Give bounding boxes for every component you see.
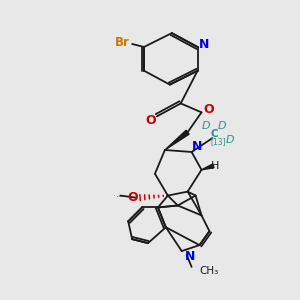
Text: [13]: [13] — [211, 138, 226, 147]
Text: CH₃: CH₃ — [200, 266, 219, 276]
Text: H: H — [211, 161, 220, 171]
Text: N: N — [191, 140, 202, 152]
Text: D: D — [226, 135, 235, 145]
Text: D: D — [218, 121, 226, 131]
Text: O: O — [203, 103, 214, 116]
Text: methoxy: methoxy — [117, 196, 123, 197]
Polygon shape — [165, 130, 189, 150]
Text: ..: .. — [162, 188, 168, 198]
Text: N: N — [184, 250, 195, 262]
Text: D: D — [202, 121, 211, 131]
Text: O: O — [128, 191, 139, 204]
Polygon shape — [202, 164, 214, 170]
Text: C: C — [211, 129, 218, 139]
Text: O: O — [146, 114, 156, 127]
Text: Br: Br — [115, 35, 130, 49]
Text: CH₃: CH₃ — [114, 195, 117, 196]
Text: N: N — [199, 38, 210, 52]
